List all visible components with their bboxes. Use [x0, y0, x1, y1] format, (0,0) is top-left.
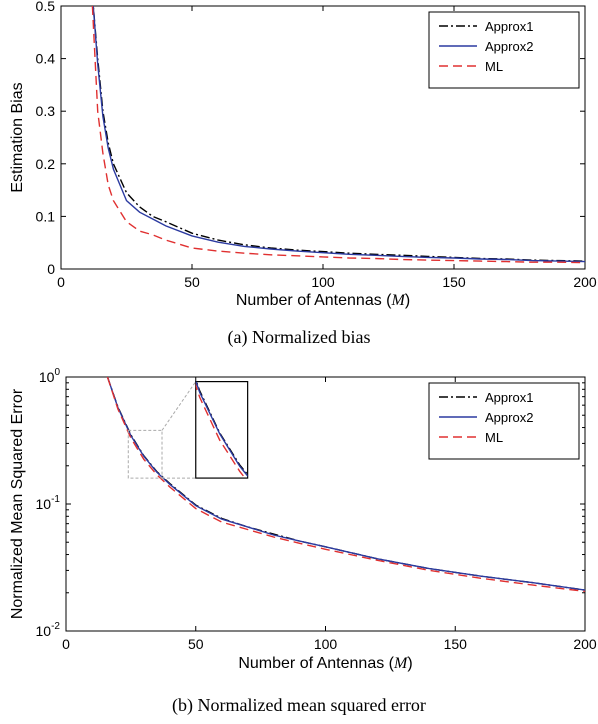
legend-label: ML [485, 59, 503, 74]
legend-label: Approx2 [485, 410, 533, 425]
y-tick-label: 0.1 [36, 208, 56, 224]
y-tick-label: 0.5 [36, 0, 56, 14]
inset-series-line-approx2 [195, 381, 248, 478]
y-axis-label: Estimation Bias [9, 82, 26, 192]
legend-label: Approx1 [485, 390, 533, 405]
inset-frame [195, 380, 249, 479]
series-line-ml [91, 6, 585, 264]
x-tick-label: 100 [311, 274, 335, 290]
series-line-approx2 [106, 377, 585, 591]
y-tick-exponent: -2 [51, 621, 60, 632]
y-tick-label: 0 [47, 261, 55, 277]
x-tick-label: 150 [444, 636, 468, 652]
legend-label: Approx2 [485, 39, 533, 54]
y-tick-exponent: -1 [51, 494, 60, 505]
y-tick-label: 0.4 [36, 51, 56, 67]
y-tick-label: 0.2 [36, 156, 56, 172]
x-axis-label-part: M [390, 292, 406, 309]
y-tick-label: 100 [39, 367, 61, 385]
x-axis-label: Number of Antennas (M) [238, 655, 412, 672]
x-tick-label: 50 [184, 274, 200, 290]
chart-caption: (b) Normalized mean squared error [172, 695, 426, 716]
series-group [106, 377, 585, 593]
chart-bias: 0 50 100 150 200 0 0.1 0.2 0.3 0.4 0.5 Number of An… [9, 0, 597, 348]
y-axis-label: Normalized Mean Squared Error [9, 388, 26, 619]
x-axis-label-part: M [393, 655, 409, 672]
x-axis-label-part: Number of Antennas ( [238, 655, 394, 672]
zoom-connector [161, 381, 197, 431]
y-tick-label: 0.3 [36, 103, 56, 119]
y-tick-base: 10 [36, 496, 52, 512]
zoom-source-box [127, 429, 163, 479]
y-tick-label: 10-1 [36, 494, 61, 512]
x-tick-label: 50 [188, 636, 204, 652]
x-tick-label: 150 [442, 274, 466, 290]
chart-caption: (a) Normalized bias [228, 327, 371, 348]
inset-series-line-ml [195, 383, 247, 479]
series-line-ml [106, 377, 585, 593]
legend-box [428, 11, 580, 89]
series-line-approx2 [92, 6, 585, 263]
x-axis-label-part: ) [405, 292, 410, 309]
y-tick-base: 10 [39, 369, 55, 385]
x-axis-label: Number of Antennas (M) [236, 292, 410, 309]
x-tick-label: 100 [314, 636, 338, 652]
legend-box [428, 382, 580, 460]
x-axis-label-part: ) [407, 655, 412, 672]
legend-label: Approx1 [485, 19, 533, 34]
legend-label: ML [485, 430, 503, 445]
series-group [91, 6, 585, 264]
x-tick-label: 200 [573, 636, 597, 652]
x-tick-label: 0 [57, 274, 65, 290]
y-tick-label: 10-2 [36, 621, 61, 639]
inset-series-group [195, 381, 248, 479]
x-tick-label: 0 [62, 636, 70, 652]
x-axis-label-part: Number of Antennas ( [236, 292, 392, 309]
x-tick-label: 200 [573, 274, 597, 290]
y-tick-exponent: 0 [54, 367, 60, 378]
y-tick-base: 10 [36, 623, 52, 639]
